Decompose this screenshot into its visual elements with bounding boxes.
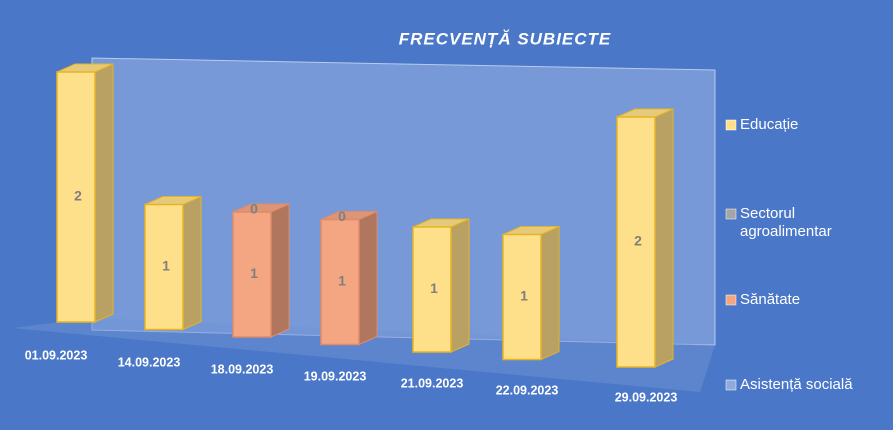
bar bbox=[232, 211, 272, 338]
bar bbox=[502, 233, 542, 361]
x-tick-label: 01.09.2023 bbox=[25, 348, 88, 362]
data-label: 0 bbox=[338, 208, 346, 224]
x-tick-label: 14.09.2023 bbox=[118, 355, 181, 369]
bar-side bbox=[654, 108, 674, 368]
data-label: 0 bbox=[250, 201, 258, 217]
data-label: 1 bbox=[250, 265, 258, 281]
floor bbox=[12, 318, 715, 392]
bar-side bbox=[182, 195, 202, 331]
legend-swatch bbox=[725, 208, 737, 220]
x-tick-label: 18.09.2023 bbox=[211, 362, 274, 376]
bar bbox=[320, 218, 360, 346]
x-tick-label: 29.09.2023 bbox=[615, 390, 678, 404]
legend-label: Sectorul agroalimentar bbox=[740, 205, 832, 240]
bar-side bbox=[270, 203, 290, 338]
data-label: 1 bbox=[520, 288, 528, 304]
data-label: 1 bbox=[162, 258, 170, 274]
x-tick-label: 19.09.2023 bbox=[304, 369, 367, 383]
data-label: 2 bbox=[74, 188, 82, 204]
x-tick-label: 22.09.2023 bbox=[496, 383, 559, 397]
data-label: 2 bbox=[634, 233, 642, 249]
bar bbox=[56, 71, 96, 323]
x-tick-label: 21.09.2023 bbox=[401, 376, 464, 390]
data-label: 1 bbox=[338, 273, 346, 289]
chart-title: FRECVENȚĂ SUBIECTE bbox=[399, 29, 612, 48]
bar-side bbox=[450, 218, 470, 353]
bar-side bbox=[94, 63, 114, 323]
bar bbox=[144, 203, 184, 331]
data-label: 1 bbox=[430, 280, 438, 296]
bar bbox=[616, 116, 656, 368]
bar-side bbox=[358, 210, 378, 346]
legend-label: Asistență socială bbox=[740, 376, 853, 393]
legend-label: Sănătate bbox=[740, 291, 800, 308]
bar-side bbox=[540, 225, 560, 361]
legend-swatch bbox=[725, 294, 737, 306]
legend-label: Educație bbox=[740, 116, 798, 133]
bar bbox=[412, 226, 452, 353]
legend-swatch bbox=[725, 119, 737, 131]
legend-swatch bbox=[725, 379, 737, 391]
